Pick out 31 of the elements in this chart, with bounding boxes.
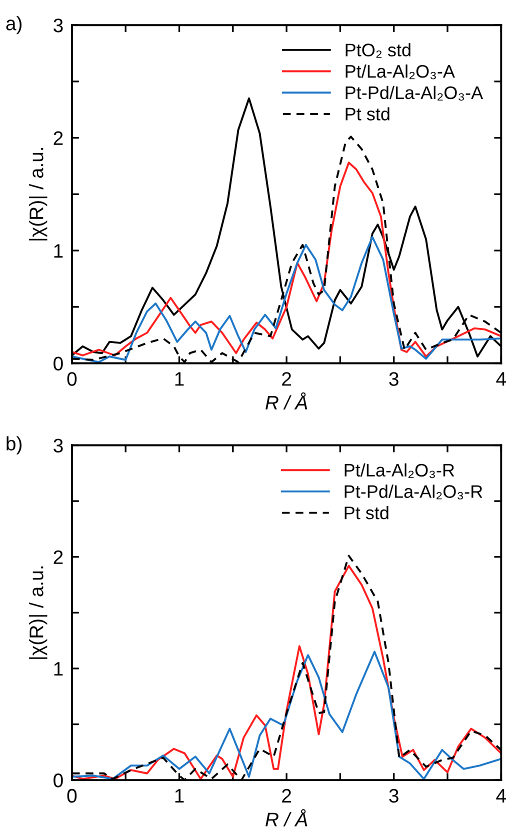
x-axis-title: R / Å (266, 809, 308, 826)
legend-label: Pt-Pd/La-Al₂O₃-A (346, 86, 484, 101)
chart-title: a) (6, 16, 22, 34)
legend-label: Pt/La-Al₂O₃-A (346, 64, 455, 80)
y-axis-title: |χ(R)| / a.u. (29, 566, 48, 659)
y-tick-label: 1 (54, 662, 63, 676)
legend-label: Pt std (344, 506, 388, 520)
x-tick-label: 1 (175, 372, 184, 386)
chart-title: b) (6, 436, 22, 454)
y-axis-title: |χ(R)| / a.u. (29, 148, 48, 240)
legend-label: Pt/La-Al₂O₃-R (344, 463, 454, 478)
x-tick-label: 0 (67, 788, 77, 803)
y-tick-label: 3 (54, 18, 63, 32)
y-tick-label: 2 (54, 131, 63, 145)
x-tick-label: 1 (175, 789, 184, 803)
x-tick-label: 0 (67, 372, 77, 386)
x-tick-label: 2 (282, 372, 291, 386)
y-tick-label: 2 (54, 550, 63, 564)
x-tick-label: 3 (389, 788, 398, 803)
y-tick-label: 1 (54, 244, 63, 258)
legend-label: PtO₂ std (346, 43, 410, 58)
x-tick-label: 3 (389, 372, 398, 386)
y-tick-label: 0 (54, 356, 63, 370)
y-tick-label: 3 (54, 438, 63, 453)
x-tick-label: 4 (496, 372, 506, 386)
legend-label: Pt std (346, 107, 390, 120)
legend-label: Pt-Pd/La-Al₂O₃-R (344, 484, 482, 500)
y-tick-label: 0 (54, 774, 63, 788)
x-tick-label: 2 (282, 788, 291, 803)
x-axis-title: R / Å (266, 392, 308, 410)
x-tick-label: 4 (496, 789, 506, 803)
